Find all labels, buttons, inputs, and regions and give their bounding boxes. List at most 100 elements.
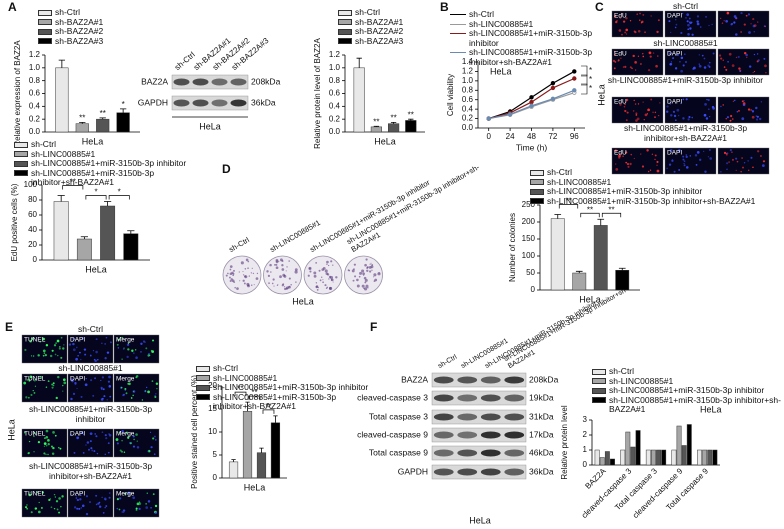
protein-label: cleaved-caspase 3 — [357, 392, 428, 402]
cell-signal — [731, 22, 734, 25]
cell-signal — [764, 64, 767, 68]
colony — [269, 263, 272, 267]
cell-signal — [73, 506, 77, 509]
cell-signal — [673, 114, 677, 118]
cell-signal — [106, 399, 109, 401]
cell-signal — [94, 377, 97, 380]
cell-signal — [136, 440, 139, 442]
cell-signal — [76, 436, 80, 439]
colony — [363, 287, 365, 290]
legend-label: sh-Ctrl — [213, 363, 239, 373]
legend-swatch — [530, 169, 544, 176]
cell-signal — [133, 438, 135, 441]
group-label: sh-LINC00885#1 — [653, 38, 718, 48]
legend-entry: sh-Ctrl — [38, 7, 133, 18]
cell-signal — [757, 59, 760, 62]
legend-entry: sh-LINC00885#1+miR-3150b-3p inhibitor — [530, 186, 780, 197]
colony — [378, 272, 380, 274]
cell-signal — [140, 350, 142, 353]
cell-signal — [625, 98, 629, 102]
cell-signal — [742, 166, 744, 169]
cell-signal — [666, 110, 669, 113]
legend-label: sh-LINC00885#1+miR-3150b-3p inhibitor — [31, 158, 187, 168]
error-bar — [575, 270, 583, 273]
cell-signal — [42, 349, 46, 353]
cell-signal — [644, 113, 648, 117]
cell-signal — [75, 495, 77, 497]
cell-signal — [24, 432, 26, 434]
protein-label: BAZ2A — [141, 76, 168, 86]
cell-signal — [110, 341, 112, 344]
bar — [388, 123, 400, 133]
blot-band — [480, 431, 501, 439]
y-tick-label: 3 — [583, 415, 588, 424]
chart-annotation: HeLa — [490, 66, 512, 76]
cell-signal — [740, 171, 742, 173]
cell-signal — [669, 52, 672, 55]
colony — [367, 287, 369, 289]
cell-signal — [58, 511, 61, 514]
cell-signal — [748, 65, 752, 68]
colony — [288, 260, 290, 262]
cell-signal — [55, 396, 58, 400]
blot-band — [504, 431, 525, 439]
cell-signal — [126, 343, 130, 346]
panel-letter: A — [8, 0, 17, 14]
cell-signal — [735, 157, 738, 160]
colony — [366, 269, 369, 272]
cell-signal — [669, 103, 672, 105]
cell-signal — [95, 350, 98, 354]
cell-signal — [116, 442, 119, 445]
cell-signal — [669, 62, 672, 66]
cell-signal — [730, 114, 733, 118]
cell-signal — [622, 155, 624, 157]
cell-signal — [100, 379, 102, 382]
legend-label: sh-Ctrl — [547, 167, 573, 177]
legend-label: sh-LINC00885#1 — [469, 18, 534, 29]
cell-signal — [108, 385, 112, 388]
legend: sh-Ctrl sh-LINC00885#1 sh-LINC00885#1+miR-… — [592, 366, 782, 415]
cell-signal — [107, 380, 110, 383]
cell-signal — [104, 357, 107, 360]
channel-label: EdU — [614, 13, 627, 20]
cell-signal — [80, 507, 82, 509]
colony — [329, 275, 334, 280]
marker — [572, 69, 577, 74]
group-label: sh-LINC00885#1+miR-3150b-3p inhibitor+sh… — [623, 123, 748, 143]
legend-label: sh-Ctrl — [355, 7, 381, 17]
colony — [332, 264, 334, 266]
bar — [707, 449, 713, 466]
size-label: 31kDa — [529, 411, 554, 421]
cell-signal — [621, 33, 623, 36]
cell-signal — [656, 30, 659, 34]
cell-signal — [127, 348, 130, 351]
cell-signal — [646, 113, 649, 115]
cell-line-label: HeLa — [6, 419, 16, 441]
y-tick-label: 0.8 — [329, 76, 341, 85]
cell-signal — [152, 437, 155, 440]
y-tick-label: 0 — [213, 473, 218, 482]
cell-signal — [741, 117, 745, 121]
cell-signal — [98, 505, 102, 508]
cell-signal — [92, 394, 95, 397]
dish — [222, 255, 262, 295]
blot-background — [432, 371, 526, 481]
cell-line-label: HeLa — [292, 296, 314, 306]
cell-signal — [101, 342, 103, 344]
cell-signal — [48, 498, 51, 502]
cell-signal — [618, 29, 622, 32]
cell-signal — [625, 151, 628, 154]
bar — [651, 449, 656, 466]
cell-signal — [84, 353, 87, 356]
cell-signal — [617, 59, 620, 62]
cell-signal — [144, 390, 147, 392]
colony — [234, 286, 236, 289]
cell-signal — [705, 16, 707, 18]
colony — [253, 284, 255, 286]
colony — [353, 263, 356, 266]
y-tick-label: 1.0 — [329, 63, 341, 72]
y-tick-label: 1.2 — [329, 50, 341, 59]
cell-signal — [76, 498, 80, 502]
cell-signal — [720, 57, 723, 60]
significance-bracket — [558, 204, 579, 209]
